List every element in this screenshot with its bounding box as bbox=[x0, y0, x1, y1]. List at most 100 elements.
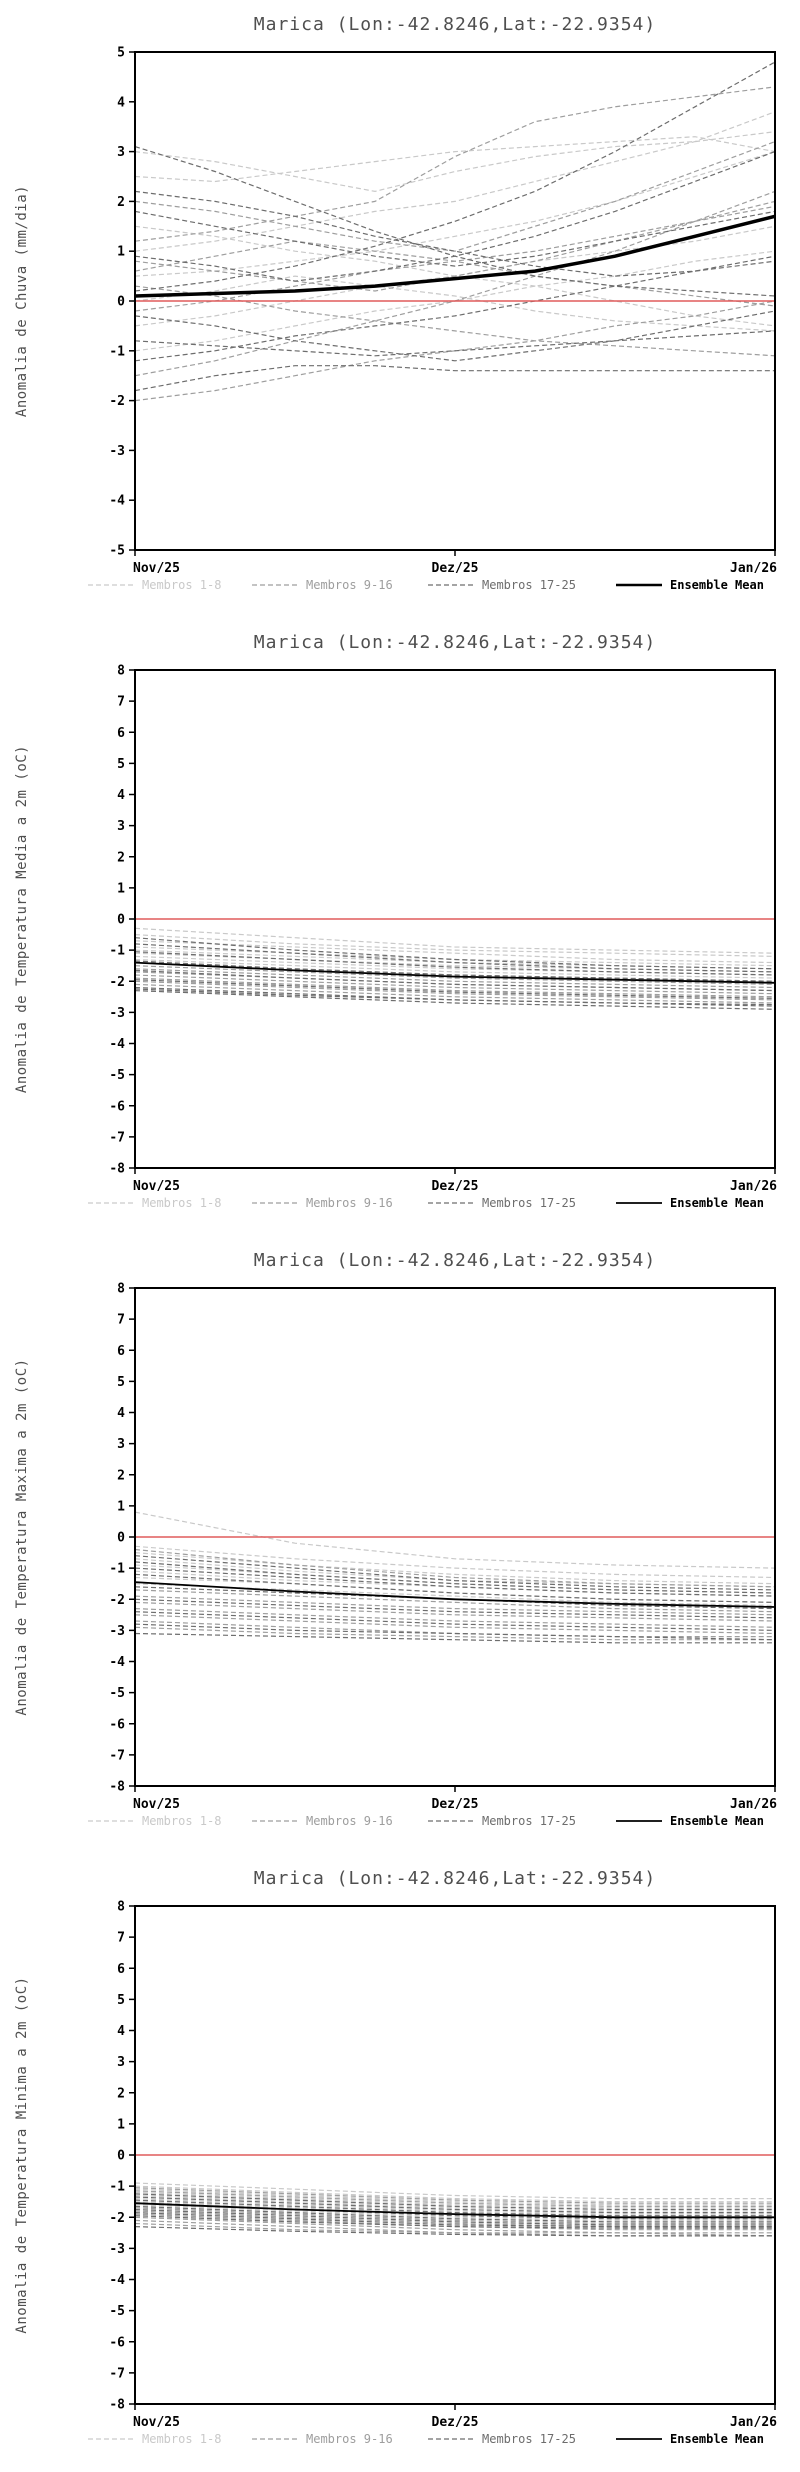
member-line bbox=[134, 934, 776, 957]
y-tick-label: -2 bbox=[109, 2211, 125, 2226]
member-line bbox=[134, 1511, 776, 1569]
member-line bbox=[134, 977, 776, 998]
member-line bbox=[134, 965, 776, 985]
member-line bbox=[134, 2198, 775, 2215]
legend-label: Ensemble Mean bbox=[670, 1814, 764, 1828]
y-tick-label: 6 bbox=[117, 726, 125, 741]
member-line bbox=[134, 1614, 776, 1635]
y-tick-label: 2 bbox=[117, 1468, 125, 1483]
member-line bbox=[134, 2193, 775, 2211]
x-tick-label: Dez/25 bbox=[432, 561, 479, 576]
x-tick-label: Dez/25 bbox=[432, 1179, 479, 1194]
y-tick-label: -5 bbox=[109, 2304, 125, 2319]
plot-border bbox=[134, 1905, 776, 2405]
y-tick-label: 2 bbox=[117, 2086, 125, 2101]
legend-label: Membros 9-16 bbox=[306, 1814, 393, 1828]
plot-border bbox=[134, 51, 776, 551]
y-tick-label: -4 bbox=[109, 1655, 125, 1670]
member-line bbox=[134, 980, 776, 1001]
member-line bbox=[134, 1567, 776, 1597]
x-tick-label: Dez/25 bbox=[432, 1797, 479, 1812]
ensemble-mean-line bbox=[134, 961, 776, 984]
y-tick-label: -1 bbox=[109, 2180, 125, 2195]
y-tick-label: -1 bbox=[109, 944, 125, 959]
y-tick-label: -3 bbox=[109, 2242, 125, 2257]
member-line bbox=[134, 983, 776, 1004]
x-tick-label: Jan/26 bbox=[730, 2415, 777, 2430]
chart-panel-temp-maxima: Marica (Lon:-42.8246,Lat:-22.9354) Anomal… bbox=[0, 1236, 800, 1854]
member-line bbox=[134, 2226, 775, 2237]
y-tick-label: 7 bbox=[117, 1313, 125, 1328]
y-tick-label: 6 bbox=[117, 1962, 125, 1977]
y-tick-label: -7 bbox=[109, 2366, 125, 2381]
y-tick-label: 3 bbox=[117, 145, 125, 160]
member-line bbox=[134, 210, 776, 267]
y-tick-label: -3 bbox=[109, 1006, 125, 1021]
member-line bbox=[134, 330, 776, 357]
y-tick-label: -8 bbox=[109, 2398, 125, 2413]
legend-label: Membros 17-25 bbox=[482, 2432, 576, 2446]
legend-label: Membros 17-25 bbox=[482, 1814, 576, 1828]
ensemble-mean-line bbox=[134, 214, 776, 298]
member-line bbox=[134, 1555, 776, 1591]
chart-panel-rain-anomaly: Marica (Lon:-42.8246,Lat:-22.9354) Anomal… bbox=[0, 0, 800, 618]
member-line bbox=[134, 988, 776, 1006]
member-line bbox=[134, 365, 775, 392]
y-tick-label: 1 bbox=[117, 245, 125, 260]
member-line bbox=[134, 2191, 775, 2209]
member-line bbox=[134, 255, 776, 362]
member-line bbox=[134, 2207, 775, 2225]
x-tick-label: Nov/25 bbox=[133, 561, 180, 576]
member-line bbox=[134, 2204, 775, 2221]
y-tick-label: 5 bbox=[117, 1375, 125, 1390]
member-line bbox=[134, 951, 776, 976]
member-line bbox=[134, 2187, 775, 2204]
member-line bbox=[134, 990, 776, 1010]
y-tick-label: 2 bbox=[117, 850, 125, 865]
legend-label: Membros 17-25 bbox=[482, 1196, 576, 1210]
member-line bbox=[134, 974, 776, 995]
member-line bbox=[134, 960, 776, 982]
y-axis-label: Anomalia de Chuva (mm/dia) bbox=[14, 185, 30, 417]
member-line bbox=[134, 1548, 776, 1588]
member-line bbox=[134, 979, 776, 999]
member-line bbox=[134, 2215, 775, 2229]
member-line bbox=[134, 2222, 775, 2237]
member-line bbox=[134, 1545, 776, 1579]
x-tick-label: Jan/26 bbox=[730, 561, 777, 576]
member-line bbox=[134, 2182, 775, 2200]
member-line bbox=[134, 2194, 775, 2212]
member-line bbox=[134, 1561, 776, 1594]
y-tick-label: -5 bbox=[109, 1068, 125, 1083]
chart-title: Marica (Lon:-42.8246,Lat:-22.9354) bbox=[254, 1250, 656, 1271]
member-line bbox=[134, 111, 776, 252]
member-line bbox=[134, 151, 776, 282]
y-axis-label: Anomalia de Temperatura Minima a 2m (oC) bbox=[14, 1976, 30, 2333]
member-line bbox=[134, 2185, 775, 2203]
x-tick-label: Nov/25 bbox=[133, 1797, 180, 1812]
y-tick-label: -3 bbox=[109, 444, 125, 459]
y-tick-label: 5 bbox=[117, 1993, 125, 2008]
y-tick-label: 5 bbox=[117, 46, 125, 61]
y-tick-label: -7 bbox=[109, 1748, 125, 1763]
rain-anomaly-chart: Marica (Lon:-42.8246,Lat:-22.9354) Anomal… bbox=[14, 14, 777, 592]
legend-label: Membros 1-8 bbox=[142, 2432, 221, 2446]
y-tick-label: -6 bbox=[109, 2335, 125, 2350]
member-line bbox=[134, 2188, 775, 2206]
member-line bbox=[134, 1632, 775, 1644]
y-tick-label: -2 bbox=[109, 394, 125, 409]
y-tick-label: 2 bbox=[117, 195, 125, 210]
member-line bbox=[134, 86, 776, 242]
legend-label: Membros 17-25 bbox=[482, 578, 576, 592]
member-line bbox=[134, 2205, 775, 2223]
x-tick-label: Jan/26 bbox=[730, 1179, 777, 1194]
y-tick-label: -6 bbox=[109, 1099, 125, 1114]
member-line bbox=[134, 2216, 775, 2234]
member-line bbox=[134, 955, 776, 976]
chart-panel-temp-minima: Marica (Lon:-42.8246,Lat:-22.9354) Anomal… bbox=[0, 1854, 800, 2472]
y-tick-label: -4 bbox=[109, 2273, 125, 2288]
member-line bbox=[134, 2212, 775, 2228]
member-line bbox=[134, 2208, 775, 2226]
temp-media-anomaly-chart: Marica (Lon:-42.8246,Lat:-22.9354) Anomal… bbox=[14, 632, 777, 1210]
ensemble-mean-line bbox=[134, 1581, 776, 1608]
